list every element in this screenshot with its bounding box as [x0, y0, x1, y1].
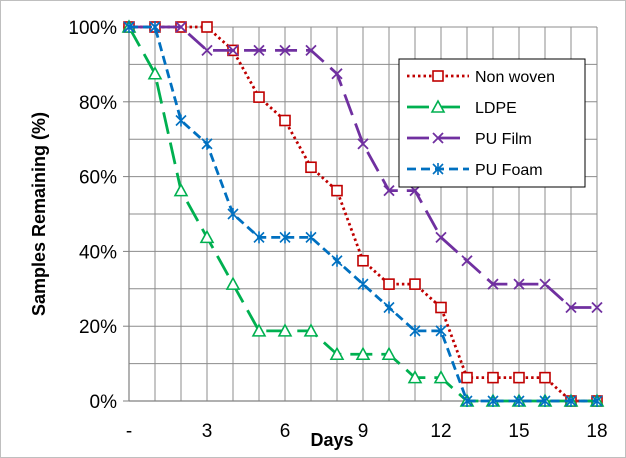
y-tick-label: 60% [79, 168, 117, 189]
data-point-marker [175, 114, 187, 127]
data-point-marker [383, 184, 395, 197]
legend-label: LDPE [475, 100, 517, 117]
data-point-marker [565, 301, 577, 314]
x-tick-label: 9 [358, 421, 369, 442]
data-point-marker [461, 371, 473, 384]
data-point-marker [357, 278, 369, 291]
data-point-marker [201, 137, 213, 150]
y-tick-label: 0% [90, 392, 118, 413]
legend-box [398, 58, 586, 188]
data-point-marker [381, 346, 397, 361]
x-tick-label: 18 [586, 421, 607, 442]
legend-label: PU Film [475, 131, 532, 148]
data-point-marker [201, 21, 213, 33]
data-point-marker [487, 371, 499, 384]
data-point-marker [487, 278, 499, 290]
y-tick-label: 20% [79, 317, 117, 338]
data-point-marker [225, 276, 241, 290]
series-pu-foam [123, 21, 603, 407]
legend-label: PU Foam [475, 162, 543, 179]
data-point-marker [175, 21, 187, 33]
data-point-marker [305, 161, 317, 174]
data-point-marker [357, 254, 369, 267]
x-tick-label: 12 [430, 421, 451, 442]
data-point-marker [123, 21, 135, 33]
data-point-marker [201, 44, 213, 57]
legend-entry: Non woven [407, 69, 555, 86]
legend-entry: LDPE [407, 99, 517, 117]
data-point-marker [303, 323, 319, 337]
data-point-marker [513, 278, 525, 290]
data-point-marker [147, 66, 163, 80]
series-group [121, 19, 605, 407]
data-point-marker [539, 371, 551, 384]
data-point-marker [432, 70, 444, 82]
data-point-marker [149, 21, 161, 33]
data-point-marker [435, 231, 447, 244]
y-tick-label: 80% [79, 93, 117, 114]
x-axis-title: Days [310, 430, 353, 450]
data-point-marker [227, 44, 239, 57]
tick-labels: 0% 20% 40% 60% 80% 100% - 3 6 9 12 15 18 [68, 18, 607, 442]
data-point-marker [227, 208, 239, 220]
data-point-marker [331, 68, 343, 80]
x-tick-label: 15 [508, 421, 529, 442]
data-point-marker [409, 324, 421, 337]
data-point-marker [277, 323, 293, 337]
data-point-marker [173, 182, 189, 197]
data-point-marker [565, 395, 577, 407]
data-point-marker [407, 369, 423, 384]
data-point-marker [329, 346, 345, 361]
data-point-marker [461, 255, 473, 267]
data-point-marker [591, 395, 603, 407]
legend-entry: PU Foam [407, 162, 543, 179]
data-point-marker [279, 114, 291, 127]
data-point-marker [409, 278, 421, 290]
data-point-marker [253, 91, 265, 103]
data-point-marker [430, 99, 446, 113]
data-point-marker [357, 138, 369, 150]
legend: Non woven LDPE PU Film PU Foam [398, 58, 586, 188]
data-point-marker [331, 254, 343, 267]
data-point-marker [433, 369, 449, 384]
data-point-marker [331, 184, 343, 197]
x-tick-label: 3 [202, 421, 213, 442]
y-tick-label: 100% [68, 18, 117, 39]
data-point-marker [279, 231, 291, 244]
x-tick-label: 6 [280, 421, 291, 442]
x-tick-label: - [126, 421, 132, 442]
data-point-marker [591, 301, 603, 314]
data-point-marker [435, 301, 447, 314]
data-point-marker [253, 44, 265, 57]
legend-label: Non woven [475, 69, 555, 86]
data-point-marker [305, 231, 317, 244]
data-point-marker [513, 371, 525, 384]
data-point-marker [383, 278, 395, 290]
data-point-marker [251, 323, 267, 337]
data-point-marker [355, 346, 371, 361]
data-point-marker [383, 301, 395, 314]
data-point-marker [279, 44, 291, 57]
data-point-marker [199, 229, 215, 244]
y-axis-title: Samples Remaining (%) [29, 112, 49, 316]
data-point-marker [432, 132, 444, 144]
data-point-marker [513, 395, 525, 407]
series-pu-film [123, 21, 603, 314]
data-point-marker [487, 395, 499, 407]
data-point-marker [539, 395, 551, 407]
data-point-marker [539, 278, 551, 290]
y-tick-label: 40% [79, 242, 117, 263]
data-point-marker [461, 395, 473, 407]
data-point-marker [435, 324, 447, 337]
legend-entry: PU Film [407, 131, 532, 148]
data-point-marker [305, 44, 317, 57]
data-point-marker [253, 231, 265, 244]
data-point-marker [432, 163, 444, 175]
